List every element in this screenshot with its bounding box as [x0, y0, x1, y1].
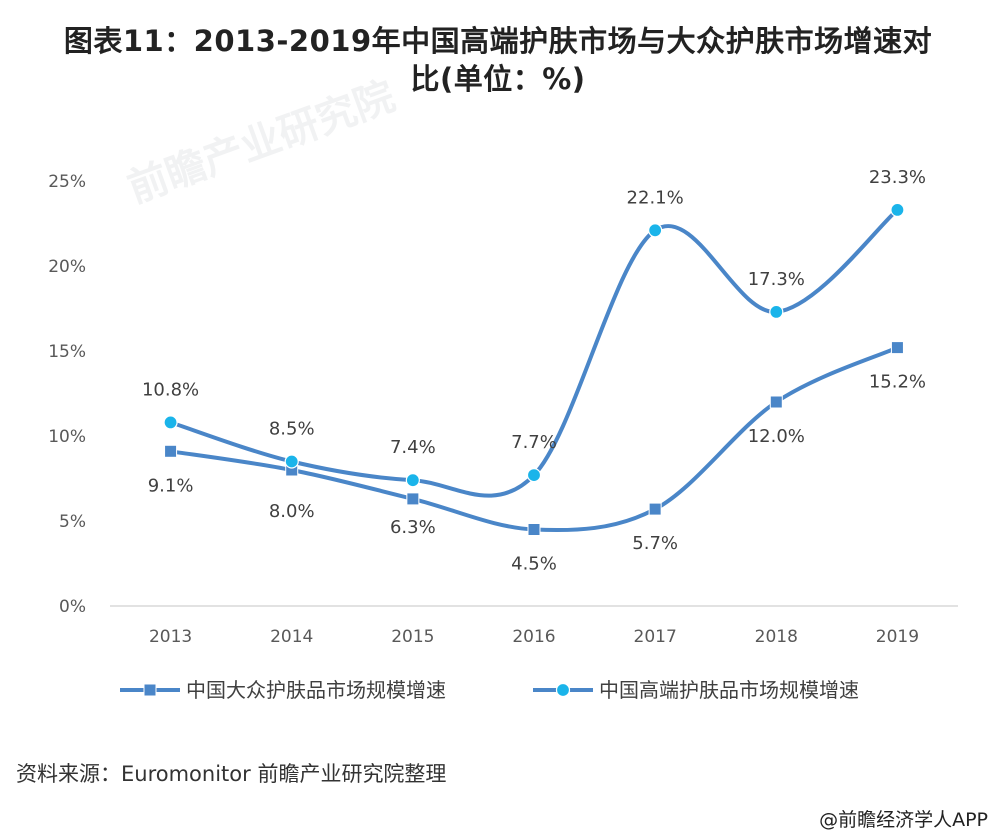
data-label: 15.2%	[869, 372, 926, 393]
legend: 中国大众护肤品市场规模增速 中国高端护肤品市场规模增速	[120, 678, 859, 702]
legend-marker	[143, 683, 157, 697]
series-layer	[163, 202, 905, 536]
source-note: 资料来源：Euromonitor 前瞻产业研究院整理	[16, 762, 447, 786]
data-label: 23.3%	[869, 167, 926, 188]
series-1-point	[769, 395, 783, 409]
chart-title-line-2: 比(单位：%)	[410, 62, 586, 96]
data-label: 5.7%	[632, 533, 678, 554]
data-label: 7.7%	[511, 432, 557, 453]
data-label: 12.0%	[748, 426, 805, 447]
x-tick-label: 2013	[149, 627, 192, 647]
legend-marker	[555, 682, 571, 698]
data-label: 6.3%	[390, 517, 436, 538]
series-2-point	[890, 202, 905, 217]
series-2-point	[769, 304, 784, 319]
series-1-point	[648, 502, 662, 516]
legend-label: 中国高端护肤品市场规模增速	[599, 678, 859, 702]
series-2-point	[405, 473, 420, 488]
data-label-layer: 9.1% 8.0% 6.3% 4.5% 5.7% 12.0% 15.2% 10.8% 8.5% 7…	[142, 167, 926, 575]
series-1-point	[406, 492, 420, 506]
axis-layer: 0% 5% 10% 15% 20% 25% 2013 2014 2015 2016 2017 2018…	[48, 172, 958, 647]
series-2-point	[284, 454, 299, 469]
series-1-point	[890, 341, 904, 355]
y-tick-label: 0%	[59, 597, 86, 617]
data-label: 8.5%	[269, 419, 315, 440]
x-tick-label: 2016	[512, 627, 555, 647]
credit-note: @前瞻经济学人APP	[819, 809, 988, 831]
x-tick-label: 2019	[876, 627, 919, 647]
series-2-point	[526, 468, 542, 483]
x-tick-label: 2018	[755, 627, 798, 647]
chart-title: 图表11：2013-2019年中国高端护肤市场与大众护肤市场增速对 比(单位：%…	[0, 22, 996, 98]
series-2-point	[648, 223, 663, 238]
series-2-point	[163, 415, 178, 430]
data-label: 9.1%	[148, 475, 194, 496]
data-label: 17.3%	[748, 269, 805, 290]
y-tick-label: 25%	[48, 172, 86, 192]
y-tick-label: 10%	[48, 427, 86, 447]
data-label: 4.5%	[511, 554, 557, 575]
data-label: 8.0%	[269, 501, 315, 522]
series-1-point	[164, 444, 178, 458]
y-tick-label: 15%	[48, 342, 86, 362]
data-label: 7.4%	[390, 437, 436, 458]
x-tick-label: 2017	[634, 627, 677, 647]
y-tick-label: 20%	[48, 257, 86, 277]
data-label: 10.8%	[142, 379, 199, 400]
series-1-point	[527, 523, 541, 536]
x-tick-label: 2015	[391, 627, 434, 647]
x-tick-label: 2014	[270, 627, 313, 647]
legend-label: 中国大众护肤品市场规模增速	[186, 678, 446, 702]
y-tick-label: 5%	[59, 512, 86, 532]
chart-title-line-1: 图表11：2013-2019年中国高端护肤市场与大众护肤市场增速对	[63, 24, 933, 58]
data-label: 22.1%	[627, 187, 684, 208]
